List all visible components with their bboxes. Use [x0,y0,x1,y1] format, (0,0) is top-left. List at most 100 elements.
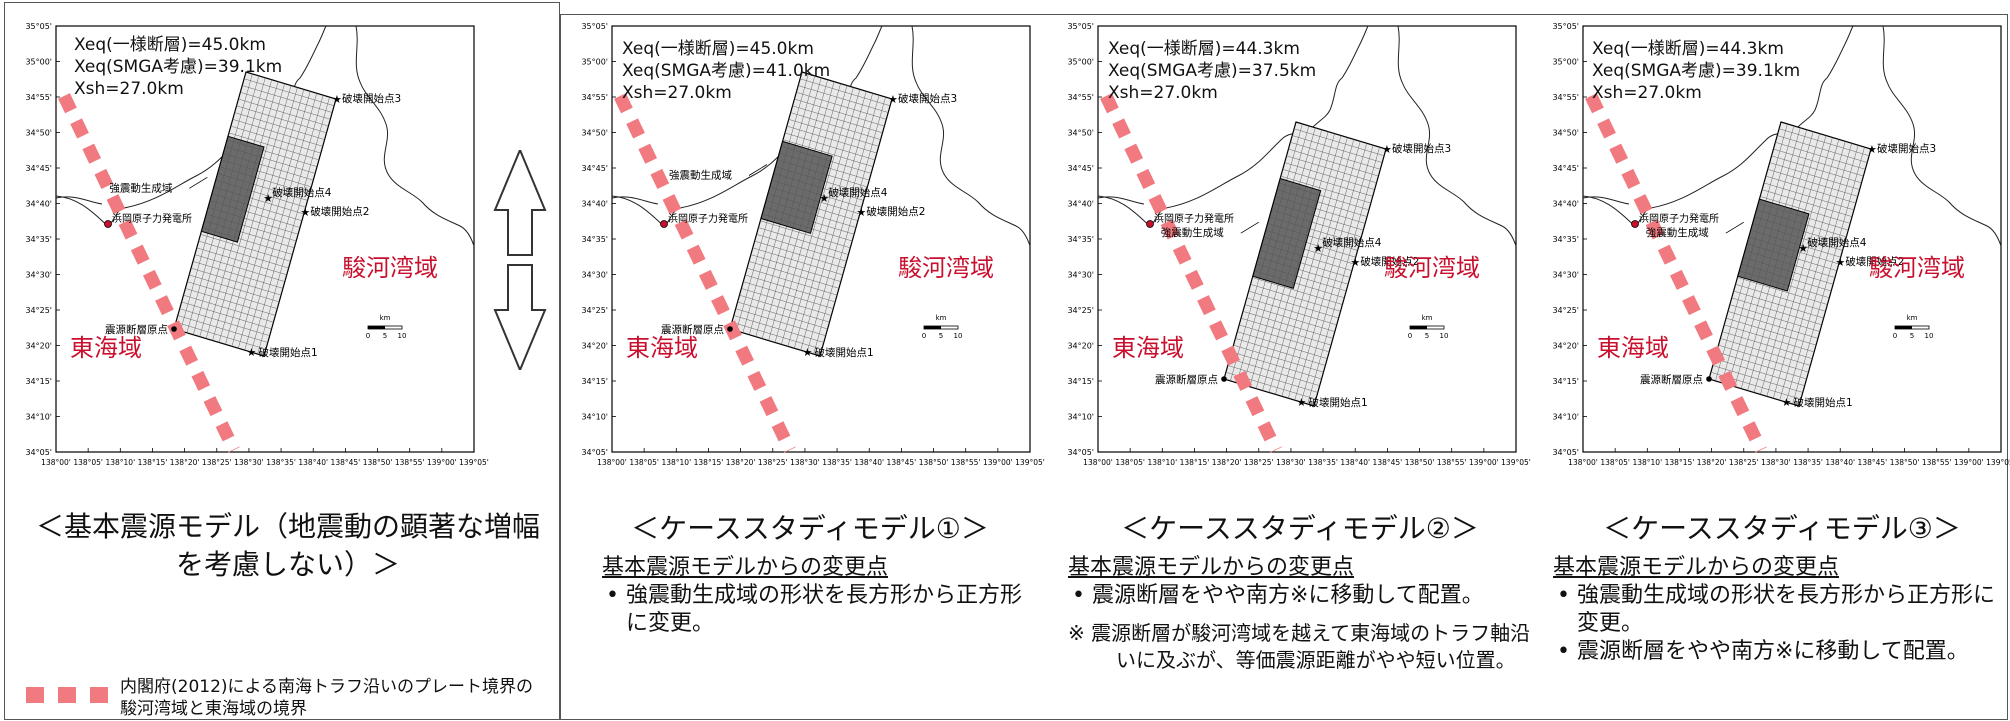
tokai-region-label: 東海域 [626,334,698,362]
lat-tick-label: 34°45' [1067,164,1094,173]
lon-tick-label: 139°05' [459,458,489,467]
svg-text:0: 0 [1893,332,1897,340]
star-icon: ★ [888,93,898,106]
svg-text:5: 5 [939,332,943,340]
origin-marker [1706,376,1712,382]
star-icon: ★ [1798,242,1808,255]
lon-tick-label: 138°10' [1147,458,1177,467]
lat-tick-label: 34°55' [1552,93,1579,102]
xsh: Xsh=27.0km [74,79,184,99]
lon-tick-label: 138°20' [170,458,200,467]
lon-tick-label: 138°50' [919,458,949,467]
boundary-legend-text: 内閣府(2012)による南海トラフ沿いのプレート境界の駿河湾域と東海域の境界 [120,677,534,719]
fault-map: 35°05' 35°00' 34°55' 34°50' 34°45' 34°40' 34°3… [10,22,488,474]
lat-tick-label: 35°05' [1552,22,1579,31]
lon-tick-label: 138°50' [1405,458,1435,467]
lon-tick-label: 138°25' [1729,458,1759,467]
panel-caption: ＜ケーススタディモデル①＞ [631,512,989,545]
lat-tick-label: 34°55' [1067,93,1094,102]
xeq-smga: Xeq(SMGA考慮)=41.0km [622,61,831,81]
origin-marker [727,326,733,332]
star-icon: ★ [1867,143,1877,156]
smga-label: 強震動生成域 [1646,226,1709,239]
note-item: • 強震動生成域の形状を長方形から正方形に変更。 [606,583,1022,636]
lon-tick-label: 138°50' [1890,458,1920,467]
star-icon: ★ [332,93,342,106]
xeq-uniform: Xeq(一様断層)=44.3km [1592,39,1784,59]
xeq-uniform: Xeq(一様断層)=45.0km [622,39,814,59]
star-icon: ★ [1382,143,1392,156]
star-icon: ★ [1782,396,1792,409]
rupture-start-label: 破壊開始点2 [1360,255,1419,268]
xeq-smga: Xeq(SMGA考慮)=39.1km [74,57,283,77]
lat-tick-label: 34°15' [1067,377,1094,386]
smga-leader [1725,221,1745,234]
lon-tick-label: 138°20' [726,458,756,467]
fault-map: 35°05' 35°00' 34°55' 34°50' 34°45' 34°40' 34°3… [1052,22,1530,474]
xeq-smga: Xeq(SMGA考慮)=39.1km [1592,61,1801,81]
plant-label: 浜岡原子力発電所 [112,212,192,225]
lat-tick-label: 34°25' [581,306,608,315]
boundary-legend-swatch [26,687,108,703]
svg-text:km: km [1422,314,1433,322]
fault-parameters: Xeq(一様断層)=45.0km Xeq(SMGA考慮)=41.0km Xsh=… [622,38,830,104]
lon-tick-label: 138°25' [202,458,232,467]
rupture-start-label: 破壊開始点1 [1309,396,1368,409]
lon-tick-label: 138°45' [887,458,917,467]
lat-tick-label: 34°45' [1552,164,1579,173]
panel-caption: ＜基本震源モデル（地震動の顕著な増幅を考慮しない）＞ [35,510,540,581]
tokai-region-label: 東海域 [70,334,142,362]
lon-tick-label: 138°35' [1308,458,1338,467]
lon-tick-label: 138°15' [138,458,168,467]
lat-tick-label: 34°10' [1067,413,1094,422]
lat-tick-label: 35°00' [25,58,52,67]
plant-marker [660,220,668,228]
lon-tick-label: 138°45' [1373,458,1403,467]
rupture-start-label: 破壊開始点1 [259,346,318,359]
origin-label: 震源断層原点 [1640,373,1703,386]
lon-tick-label: 138°00' [1083,458,1113,467]
xsh: Xsh=27.0km [622,83,732,103]
lat-tick-label: 34°05' [1067,448,1094,457]
rupture-start-label: 破壊開始点4 [1322,236,1381,249]
smga-label: 強震動生成域 [1161,226,1224,239]
smga-label: 強震動生成域 [109,181,172,194]
lon-tick-label: 139°00' [427,458,457,467]
fault-parameters: Xeq(一様断層)=45.0km Xeq(SMGA考慮)=39.1km Xsh=… [74,34,282,100]
change-notes: 基本震源モデルからの変更点 • 強震動生成域の形状を長方形から正方形に変更。 •… [1553,554,2003,666]
svg-text:km: km [1907,314,1918,322]
footnote: ※ 震源断層が駿河湾域を越えて東海域のトラフ軸沿いに及ぶが、等価震源距離がやや短… [1068,621,1531,672]
lat-tick-label: 34°35' [25,235,52,244]
star-icon: ★ [300,206,310,219]
note-item: • 強震動生成域の形状を長方形から正方形に変更。 [1557,583,1995,636]
lat-tick-label: 34°20' [25,342,52,351]
lat-tick-label: 34°30' [25,271,52,280]
lat-tick-label: 34°50' [1067,129,1094,138]
coastline [1582,196,1630,205]
lat-tick-label: 34°35' [1552,235,1579,244]
plant-label: 浜岡原子力発電所 [1154,212,1234,225]
star-icon: ★ [819,192,829,205]
coastline [1882,25,2002,247]
lon-tick-label: 139°00' [1469,458,1499,467]
rupture-start-label: 破壊開始点1 [815,346,874,359]
lon-tick-label: 138°35' [822,458,852,467]
svg-text:0: 0 [366,332,370,340]
panel-caption: ＜ケーススタディモデル③＞ [1603,512,1961,545]
scale-bar: km 0 5 10 [922,314,963,340]
plant-label: 浜岡原子力発電所 [668,212,748,225]
lon-tick-label: 138°40' [298,458,328,467]
lat-tick-label: 34°50' [581,129,608,138]
lat-tick-label: 35°05' [581,22,608,31]
lon-tick-label: 138°00' [597,458,627,467]
origin-label: 震源断層原点 [1155,373,1218,386]
lat-tick-label: 34°15' [581,377,608,386]
rupture-start-label: 破壊開始点4 [1807,236,1866,249]
coastline [1097,196,1145,205]
notes-title: 基本震源モデルからの変更点 [1553,555,1840,580]
rupture-start-label: 破壊開始点2 [1845,255,1904,268]
rupture-start-label: 破壊開始点1 [1794,396,1853,409]
lon-tick-label: 138°55' [1922,458,1952,467]
star-icon: ★ [263,192,273,205]
star-icon: ★ [856,206,866,219]
